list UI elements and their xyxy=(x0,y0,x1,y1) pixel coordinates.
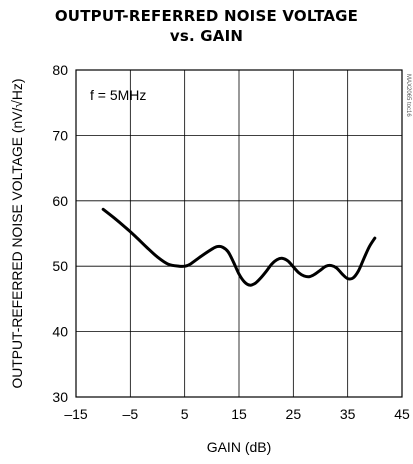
chart-grid xyxy=(75,69,403,398)
x-tick-label: 25 xyxy=(286,406,302,422)
x-tick-label: 15 xyxy=(231,406,247,422)
x-axis-label: GAIN (dB) xyxy=(207,439,272,455)
x-tick-label: 35 xyxy=(340,406,356,422)
y-tick-label: 30 xyxy=(52,389,68,405)
y-axis-label: OUTPUT-REFERRED NOISE VOLTAGE (nV/√Hz) xyxy=(9,79,25,389)
x-tick-labels: –15 –5 5 15 25 35 45 xyxy=(64,406,410,422)
y-tick-label: 50 xyxy=(52,258,68,274)
y-tick-label: 40 xyxy=(52,324,68,340)
plot-frame xyxy=(75,69,403,398)
y-tick-label: 60 xyxy=(52,193,68,209)
figure-code: MAX2065 toc16 xyxy=(405,74,411,117)
x-tick-label: –15 xyxy=(64,406,88,422)
series-line xyxy=(101,207,377,287)
chart-title-line2: vs. GAIN xyxy=(169,27,244,45)
frequency-annotation: f = 5MHz xyxy=(90,87,146,103)
y-tick-label: 80 xyxy=(52,62,68,78)
x-tick-label: –5 xyxy=(123,406,139,422)
y-tick-labels: 30 40 50 60 70 80 xyxy=(52,62,68,405)
chart-title-line1: OUTPUT-REFERRED NOISE VOLTAGE xyxy=(54,7,359,25)
y-tick-label: 70 xyxy=(52,127,68,143)
x-tick-label: 5 xyxy=(181,406,189,422)
x-tick-label: 45 xyxy=(394,406,410,422)
